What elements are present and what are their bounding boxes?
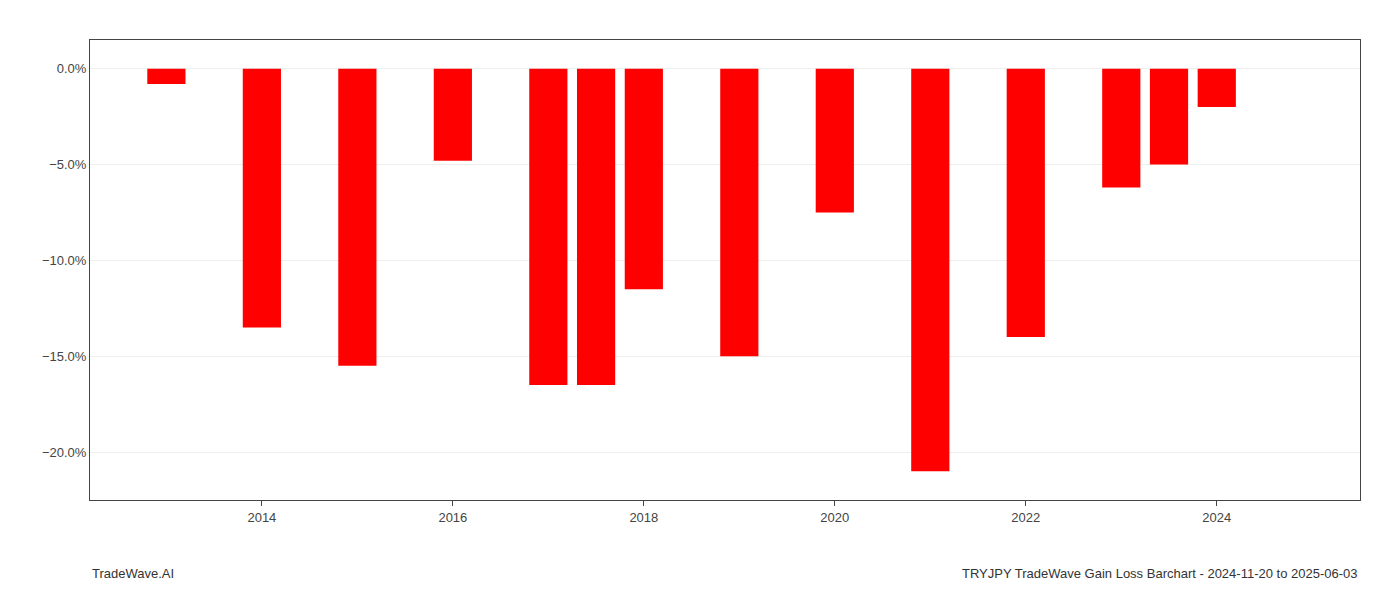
svg-text:−5.0%: −5.0% xyxy=(49,157,87,172)
svg-text:2024: 2024 xyxy=(1202,510,1231,525)
svg-text:−15.0%: −15.0% xyxy=(42,349,87,364)
svg-text:0.0%: 0.0% xyxy=(57,61,87,76)
svg-text:−10.0%: −10.0% xyxy=(42,253,87,268)
svg-text:TRYJPY TradeWave Gain Loss Bar: TRYJPY TradeWave Gain Loss Barchart - 20… xyxy=(962,566,1358,581)
svg-text:2016: 2016 xyxy=(438,510,467,525)
svg-text:2018: 2018 xyxy=(629,510,658,525)
svg-text:2014: 2014 xyxy=(247,510,276,525)
svg-text:2020: 2020 xyxy=(820,510,849,525)
svg-text:TradeWave.AI: TradeWave.AI xyxy=(92,566,174,581)
svg-text:−20.0%: −20.0% xyxy=(42,445,87,460)
svg-text:2022: 2022 xyxy=(1011,510,1040,525)
